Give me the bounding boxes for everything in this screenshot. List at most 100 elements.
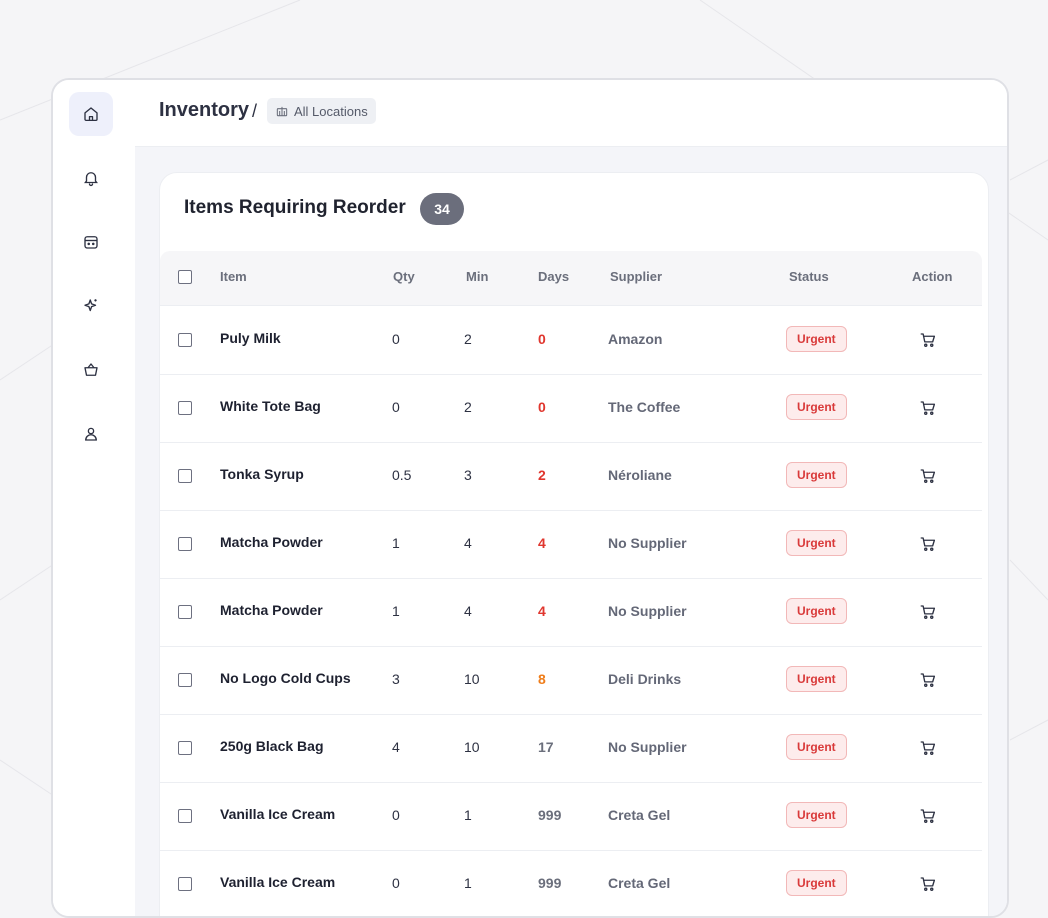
cart-icon [920, 673, 936, 687]
count-badge: 34 [420, 193, 464, 225]
item-days: 4 [538, 535, 546, 551]
item-qty: 1 [392, 603, 400, 619]
sidebar-item-ai[interactable] [69, 284, 113, 328]
column-header-supplier[interactable]: Supplier [610, 269, 663, 284]
status-badge: Urgent [786, 598, 847, 624]
reorder-cart-button[interactable] [919, 739, 937, 757]
item-name: Puly Milk [220, 330, 281, 346]
item-supplier: No Supplier [608, 535, 687, 551]
cart-icon [920, 877, 936, 891]
item-qty: 4 [392, 739, 400, 755]
item-min: 2 [464, 331, 472, 347]
status-badge: Urgent [786, 870, 847, 896]
item-min: 10 [464, 671, 480, 687]
location-label: All Locations [294, 103, 368, 119]
status-badge: Urgent [786, 462, 847, 488]
cart-icon [920, 333, 936, 347]
reorder-cart-button[interactable] [919, 807, 937, 825]
cart-icon [920, 401, 936, 415]
item-supplier: No Supplier [608, 603, 687, 619]
item-qty: 0 [392, 399, 400, 415]
reorder-cart-button[interactable] [919, 875, 937, 893]
calendar-icon [84, 236, 98, 249]
table-row[interactable]: Matcha Powder 1 4 4 No Supplier Urgent [160, 578, 982, 647]
sidebar-item-home[interactable] [69, 92, 113, 136]
item-supplier: Néroliane [608, 467, 672, 483]
column-header-item[interactable]: Item [220, 269, 247, 284]
reorder-cart-button[interactable] [919, 467, 937, 485]
row-checkbox[interactable] [178, 877, 192, 891]
item-qty: 3 [392, 671, 400, 687]
item-supplier: No Supplier [608, 739, 687, 755]
reorder-card: Items Requiring Reorder 34 Item Qty Min … [159, 172, 989, 916]
table-row[interactable]: Vanilla Ice Cream 0 1 999 Creta Gel Urgent [160, 850, 982, 916]
table-row[interactable]: Matcha Powder 1 4 4 No Supplier Urgent [160, 510, 982, 579]
status-badge: Urgent [786, 802, 847, 828]
row-checkbox[interactable] [178, 333, 192, 347]
sidebar-item-calendar[interactable] [69, 220, 113, 264]
item-qty: 1 [392, 535, 400, 551]
column-header-min[interactable]: Min [466, 269, 489, 284]
row-checkbox[interactable] [178, 605, 192, 619]
item-supplier: Amazon [608, 331, 663, 347]
table-row[interactable]: 250g Black Bag 4 10 17 No Supplier Urgent [160, 714, 982, 783]
table-row[interactable]: Puly Milk 0 2 0 Amazon Urgent [160, 306, 982, 375]
item-days: 2 [538, 467, 546, 483]
reorder-cart-button[interactable] [919, 399, 937, 417]
item-name: White Tote Bag [220, 398, 321, 414]
row-checkbox[interactable] [178, 401, 192, 415]
building-icon [276, 106, 288, 117]
table-row[interactable]: Tonka Syrup 0.5 3 2 Néroliane Urgent [160, 442, 982, 511]
item-days: 999 [538, 807, 562, 823]
location-selector[interactable]: All Locations [267, 98, 376, 124]
item-min: 10 [464, 739, 480, 755]
sidebar-item-profile[interactable] [69, 412, 113, 456]
item-supplier: The Coffee [608, 399, 681, 415]
item-days: 0 [538, 399, 546, 415]
page-title: Inventory [159, 99, 250, 121]
bell-icon [84, 172, 98, 187]
table-row[interactable]: No Logo Cold Cups 3 10 8 Deli Drinks Urgent [160, 646, 982, 715]
reorder-cart-button[interactable] [919, 331, 937, 349]
row-checkbox[interactable] [178, 741, 192, 755]
cart-icon [920, 809, 936, 823]
item-qty: 0 [392, 331, 400, 347]
row-checkbox[interactable] [178, 673, 192, 687]
item-supplier: Creta Gel [608, 807, 671, 823]
sidebar-item-notifications[interactable] [69, 156, 113, 200]
card-title: Items Requiring Reorder [184, 197, 406, 218]
table-row[interactable]: White Tote Bag 0 2 0 The Coffee Urgent [160, 374, 982, 443]
item-supplier: Creta Gel [608, 875, 671, 891]
item-qty: 0.5 [392, 467, 412, 483]
sidebar-item-orders[interactable] [69, 348, 113, 392]
reorder-cart-button[interactable] [919, 603, 937, 621]
status-badge: Urgent [786, 326, 847, 352]
item-name: 250g Black Bag [220, 738, 324, 754]
user-icon [85, 427, 97, 441]
page-header: Inventory / All Locations [135, 80, 1007, 147]
item-min: 1 [464, 807, 472, 823]
item-min: 4 [464, 535, 472, 551]
item-name: Matcha Powder [220, 534, 323, 550]
column-header-days[interactable]: Days [538, 269, 570, 284]
status-badge: Urgent [786, 394, 847, 420]
cart-icon [920, 537, 936, 551]
basket-icon [84, 363, 98, 376]
sparkle-icon [84, 299, 97, 312]
column-header-status[interactable]: Status [789, 269, 829, 284]
item-min: 4 [464, 603, 472, 619]
table-row[interactable]: Vanilla Ice Cream 0 1 999 Creta Gel Urgent [160, 782, 982, 851]
sidebar [53, 80, 136, 916]
row-checkbox[interactable] [178, 809, 192, 823]
reorder-cart-button[interactable] [919, 671, 937, 689]
status-badge: Urgent [786, 530, 847, 556]
item-supplier: Deli Drinks [608, 671, 682, 687]
row-checkbox[interactable] [178, 469, 192, 483]
select-all-checkbox[interactable] [178, 270, 192, 284]
reorder-cart-button[interactable] [919, 535, 937, 553]
row-checkbox[interactable] [178, 537, 192, 551]
column-header-qty[interactable]: Qty [393, 269, 415, 284]
home-icon [84, 107, 98, 122]
item-days: 4 [538, 603, 546, 619]
item-qty: 0 [392, 875, 400, 891]
